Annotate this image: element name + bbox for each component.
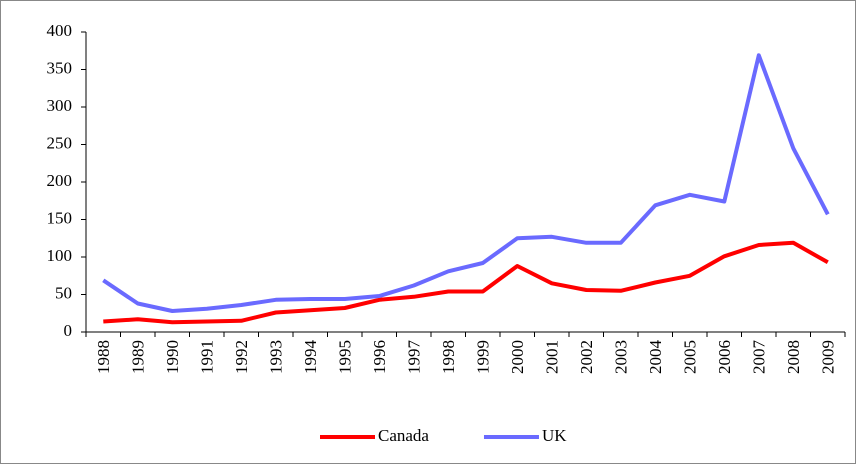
x-tick-label: 2003 <box>611 340 630 374</box>
x-tick-label: 1998 <box>439 340 458 374</box>
x-tick-label: 2005 <box>680 340 699 374</box>
y-tick-label: 200 <box>47 171 73 190</box>
y-tick-label: 0 <box>64 321 73 340</box>
x-tick-label: 1999 <box>473 340 492 374</box>
series-line <box>103 240 829 325</box>
y-tick-label: 400 <box>47 21 73 40</box>
x-tick-label: 1989 <box>128 340 147 374</box>
legend-label: UK <box>542 426 567 445</box>
x-tick-label: 2001 <box>542 340 561 374</box>
y-tick-label: 250 <box>47 133 73 152</box>
x-tick-label: 2000 <box>508 340 527 374</box>
y-tick-label: 350 <box>47 58 73 77</box>
x-tick-label: 2007 <box>749 340 768 375</box>
x-tick-label: 1996 <box>370 340 389 374</box>
x-tick-label: 2006 <box>715 340 734 374</box>
x-tick-label: 1990 <box>163 340 182 374</box>
x-tick-label: 1994 <box>301 340 320 375</box>
x-tick-label: 1995 <box>335 340 354 374</box>
series-line <box>102 53 830 313</box>
y-tick-label: 150 <box>47 208 73 227</box>
x-tick-label: 1991 <box>197 340 216 374</box>
x-tick-label: 1988 <box>94 340 113 374</box>
x-tick-label: 1993 <box>266 340 285 374</box>
x-tick-label: 1997 <box>404 340 423 375</box>
x-tick-label: 2008 <box>784 340 803 374</box>
y-tick-label: 300 <box>47 96 73 115</box>
x-tick-label: 1992 <box>232 340 251 374</box>
y-tick-label: 50 <box>55 283 72 302</box>
y-tick-label: 100 <box>47 246 73 265</box>
legend-label: Canada <box>378 426 429 445</box>
x-tick-label: 2002 <box>577 340 596 374</box>
x-tick-label: 2009 <box>818 340 837 374</box>
x-tick-label: 2004 <box>646 340 665 375</box>
